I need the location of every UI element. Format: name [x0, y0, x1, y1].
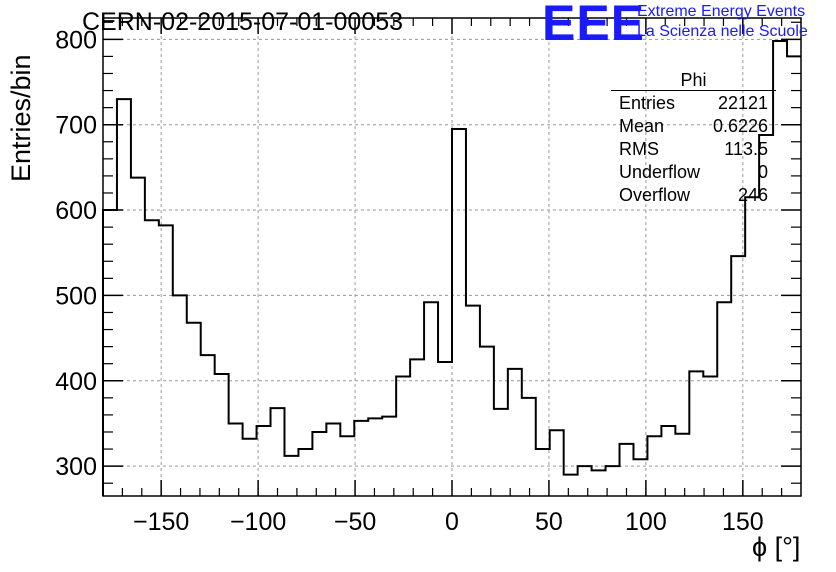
x-tick-label: −150	[133, 508, 189, 536]
stats-value: 113.5	[724, 139, 768, 159]
stats-row-mean: Mean 0.6226	[611, 114, 776, 137]
stats-box: Phi Entries 22121 Mean 0.6226 RMS 113.5 …	[611, 70, 776, 206]
eee-logo-text: Extreme Energy Events La Scienza nelle S…	[637, 2, 808, 42]
run-title: CERN-02-2015-07-01-00053	[82, 8, 404, 36]
stats-label: Mean	[619, 116, 665, 136]
y-axis-label: Entries/bin	[6, 54, 36, 182]
eee-logo: EEE	[542, 0, 646, 51]
y-tick-label: 400	[55, 368, 97, 396]
x-tick-label: −50	[334, 508, 376, 536]
y-tick-label: 500	[55, 282, 97, 310]
y-tick-label: 700	[55, 112, 97, 140]
stats-row-underflow: Underflow 0	[611, 160, 776, 183]
stats-row-entries: Entries 22121	[611, 91, 776, 114]
stats-label: RMS	[619, 139, 659, 159]
logo-line-1: Extreme Energy Events	[637, 3, 806, 20]
stats-value: 246	[737, 185, 768, 205]
stats-value: 22121	[717, 93, 768, 113]
stats-row-overflow: Overflow 246	[611, 183, 776, 206]
x-axis-label: ϕ [°]	[752, 532, 801, 562]
stats-label: Entries	[619, 93, 676, 113]
stats-label: Overflow	[619, 185, 691, 205]
stats-label: Underflow	[619, 162, 701, 182]
plot-frame	[102, 17, 802, 497]
x-tick-label: 150	[722, 508, 764, 536]
y-tick-label: 300	[55, 453, 97, 481]
stats-value: 0.6226	[712, 116, 768, 136]
x-tick-label: 100	[625, 508, 667, 536]
x-tick-label: 0	[445, 508, 459, 536]
histogram-outline	[102, 40, 801, 496]
x-tick-label: 50	[535, 508, 563, 536]
stats-title: Phi	[611, 70, 776, 91]
logo-line-2: La Scienza nelle Scuole	[637, 23, 808, 40]
x-tick-label: −100	[230, 508, 286, 536]
y-tick-label: 600	[55, 197, 97, 225]
stats-row-rms: RMS 113.5	[611, 137, 776, 160]
y-tick-label: 800	[55, 26, 97, 54]
stats-value: 0	[757, 162, 768, 182]
tick-layer: −150 −100 −50 0 50 100 150 300 400 500 600 700 800	[55, 18, 801, 536]
